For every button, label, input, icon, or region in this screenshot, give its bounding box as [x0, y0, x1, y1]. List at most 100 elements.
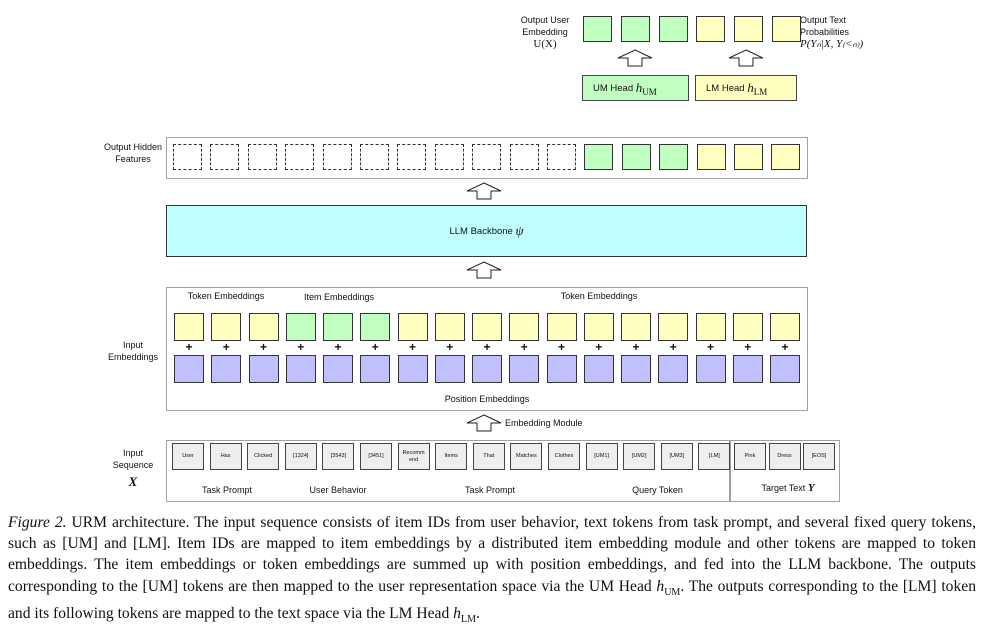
position-embedding-box	[509, 355, 540, 383]
hidden-feature-box	[696, 144, 726, 170]
um-head: UM Head hUM	[582, 75, 689, 101]
position-embedding-box	[546, 355, 577, 383]
token-embedding-box	[732, 313, 763, 341]
plus-icon: +	[185, 340, 193, 354]
hidden-feature-box	[210, 144, 240, 170]
token-embedding-box	[434, 313, 465, 341]
input-embeddings-label: Input Embeddings	[107, 340, 159, 362]
target-token: [EOS]	[803, 443, 835, 470]
input-token: [UM1]	[585, 443, 618, 470]
task-prompt-label: Task Prompt	[464, 485, 515, 495]
input-token: [3451]	[360, 443, 392, 470]
up-arrow-icon	[466, 182, 502, 200]
input-token: [UM2]	[623, 443, 656, 470]
up-arrow-icon	[728, 49, 764, 67]
position-embedding-box	[211, 355, 242, 383]
output-text-probabilities-label: Output Text Probabilities P(Yₙ|X, Y₍<ₙ₎)	[800, 14, 895, 50]
item-embedding-box	[360, 313, 391, 341]
hidden-feature-box	[547, 144, 576, 170]
input-token: That	[472, 443, 505, 470]
plus-icon: +	[632, 340, 640, 354]
position-embedding-box	[621, 355, 651, 383]
hidden-feature-box	[584, 144, 614, 170]
plus-icon: +	[781, 340, 789, 354]
embedding-module-label: Embedding Module	[505, 418, 583, 428]
plus-icon: +	[744, 340, 752, 354]
token-embedding-box	[546, 313, 577, 341]
input-token: Matches	[510, 443, 543, 470]
position-embedding-box	[732, 355, 763, 383]
backbone-label: LLM Backbone	[449, 225, 513, 237]
input-token: [3543]	[322, 443, 355, 470]
token-embeddings-label: Token Embeddings	[187, 291, 265, 301]
label-text: Output Text Probabilities	[800, 15, 850, 37]
plus-icon: +	[669, 340, 677, 354]
token-embeddings-label: Token Embeddings	[560, 291, 638, 301]
position-embedding-box	[174, 355, 204, 383]
position-embedding-box	[323, 355, 353, 383]
hidden-feature-box	[173, 144, 202, 170]
caption-text: URM architecture. The input sequence con…	[8, 514, 976, 595]
token-embedding-box	[621, 313, 651, 341]
text-probability-box	[734, 16, 764, 42]
position-embedding-box	[248, 355, 279, 383]
hidden-feature-box	[434, 144, 464, 170]
hidden-feature-box	[322, 144, 352, 170]
position-embedding-box	[658, 355, 689, 383]
up-arrow-icon	[466, 414, 502, 432]
plus-icon: +	[371, 340, 379, 354]
position-embedding-box	[583, 355, 614, 383]
user-embedding-box	[583, 16, 612, 42]
token-embedding-box	[472, 313, 502, 341]
lm-head-label: LM Head	[706, 82, 745, 94]
token-embedding-box	[583, 313, 614, 341]
hidden-feature-box	[285, 144, 315, 170]
up-arrow-icon	[466, 261, 502, 279]
plus-icon: +	[408, 340, 416, 354]
plus-icon: +	[706, 340, 714, 354]
output-user-embedding-label: Output User Embedding U(X)	[505, 14, 585, 50]
task-prompt-label: Task Prompt	[201, 485, 252, 495]
position-embeddings-label: Position Embeddings	[444, 394, 530, 404]
figure-number: Figure 2.	[8, 514, 67, 531]
input-token: Has	[209, 443, 242, 470]
figure-caption: Figure 2. URM architecture. The input se…	[8, 514, 976, 626]
plus-icon: +	[297, 340, 305, 354]
token-embedding-box	[509, 313, 540, 341]
psi-symbol: ψ	[515, 223, 524, 238]
user-embedding-math: U(X)	[533, 38, 557, 50]
token-embedding-box	[397, 313, 428, 341]
um-head-math: hUM	[635, 79, 657, 97]
position-embedding-box	[472, 355, 502, 383]
position-embedding-box	[434, 355, 465, 383]
hidden-feature-box	[397, 144, 427, 170]
plus-icon: +	[520, 340, 528, 354]
hidden-feature-box	[771, 144, 801, 170]
user-embedding-box	[620, 16, 650, 42]
position-embedding-box	[397, 355, 428, 383]
token-embedding-box	[211, 313, 242, 341]
token-embedding-box	[658, 313, 689, 341]
hidden-feature-box	[621, 144, 651, 170]
query-token-label: Query Token	[632, 485, 683, 495]
item-embeddings-label: Item Embeddings	[303, 292, 375, 302]
input-token: Items	[435, 443, 468, 470]
input-token: [1324]	[284, 443, 317, 470]
position-embedding-box	[695, 355, 726, 383]
label-text: Output User Embedding	[520, 15, 570, 37]
target-text-label: Target Text Y	[761, 482, 815, 494]
plus-icon: +	[483, 340, 491, 354]
token-embedding-box	[695, 313, 726, 341]
plus-icon: +	[259, 340, 267, 354]
input-token: Recomm end	[397, 443, 430, 470]
plus-icon: +	[557, 340, 565, 354]
input-token: Clothes	[548, 443, 580, 470]
output-hidden-features-label: Output Hidden Features	[103, 142, 163, 164]
text-probability-box	[772, 16, 801, 42]
plus-icon: +	[595, 340, 603, 354]
target-token: Pink	[734, 443, 766, 470]
input-token: User	[172, 443, 204, 470]
llm-backbone: LLM Backbone ψ	[166, 205, 807, 257]
position-embedding-box	[360, 355, 391, 383]
